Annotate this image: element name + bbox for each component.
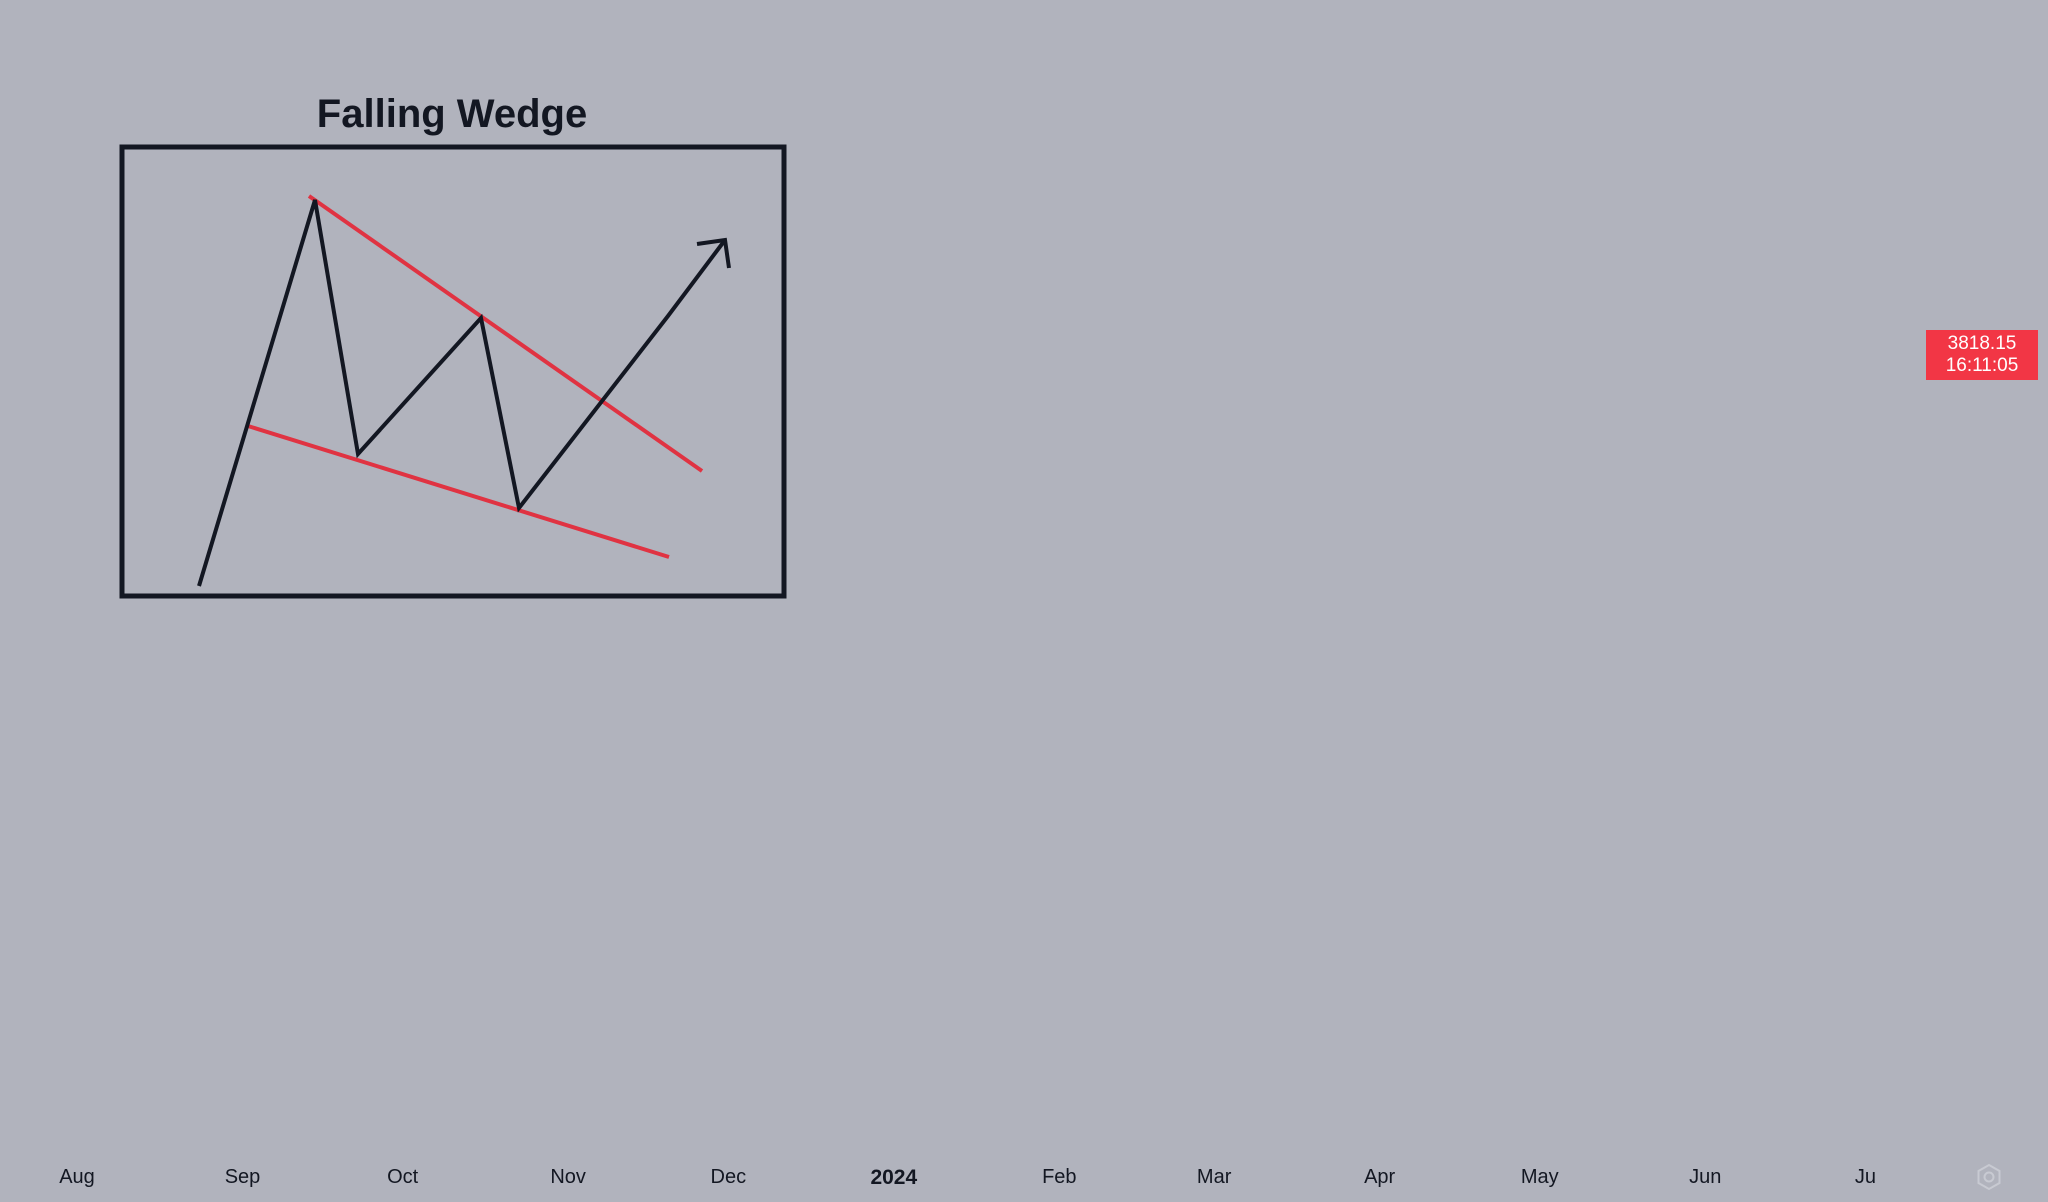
time-tick-label: Apr [1364, 1166, 1396, 1188]
time-tick-label: Jun [1689, 1166, 1722, 1188]
time-tick-label: Feb [1042, 1166, 1077, 1188]
arrow-up-right-icon [696, 237, 731, 269]
time-tick-label: May [1520, 1166, 1559, 1188]
time-tick-label: 2024 [870, 1166, 918, 1189]
diagram-frame [119, 144, 787, 599]
time-tick-label: Aug [59, 1166, 95, 1188]
time-tick-label: Mar [1196, 1166, 1232, 1188]
falling-wedge-diagram [119, 144, 787, 599]
settings-hexagon-icon[interactable] [1975, 1163, 2003, 1191]
time-tick-label: Oct [387, 1166, 419, 1188]
wedge-upper-line [307, 194, 704, 473]
price-path-line [197, 199, 727, 587]
last-price-badge: 3818.15 16:11:05 [1926, 330, 2038, 380]
diagram-title: Falling Wedge [316, 92, 588, 136]
time-tick-label: Sep [224, 1166, 261, 1188]
last-price-value: 3818.15 [1947, 333, 2017, 354]
wedge-lower-line [247, 424, 670, 559]
time-tick-label: Ju [1854, 1166, 1877, 1188]
time-tick-label: Nov [550, 1166, 586, 1188]
time-tick-label: Dec [710, 1166, 747, 1188]
bar-countdown: 16:11:05 [1945, 355, 2019, 376]
